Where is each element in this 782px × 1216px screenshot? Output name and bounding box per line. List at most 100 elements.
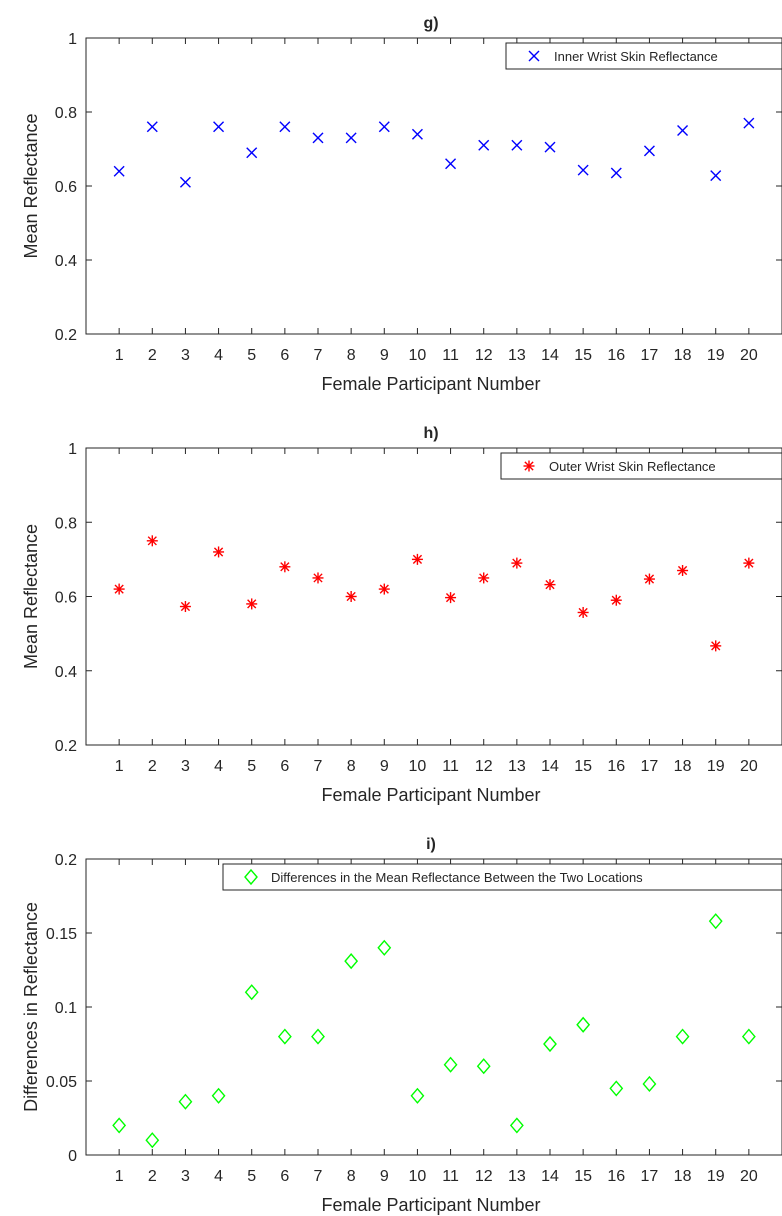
x-tick-label: 3 [181,758,190,775]
x-tick-label: 18 [674,1168,692,1185]
data-point [576,1016,591,1033]
chart-title: g) [423,15,438,32]
marker-stroke [478,139,490,151]
y-tick-label: 0.05 [46,1074,77,1091]
data-point [411,553,423,565]
legend-marker [528,50,540,62]
y-tick-label: 1 [68,441,77,458]
marker-stroke [609,1080,624,1097]
marker-stroke [512,558,522,568]
marker-stroke [644,574,655,584]
marker-stroke [411,128,423,140]
marker-stroke [578,607,588,618]
x-tick-label: 19 [707,1168,725,1185]
x-tick-label: 5 [247,1168,256,1185]
data-point [476,1058,491,1075]
marker-stroke [379,584,389,594]
x-tick-label: 18 [674,758,692,775]
marker-stroke [611,595,621,605]
data-point [312,572,324,584]
y-tick-label: 0.15 [46,926,77,943]
x-tick-label: 8 [347,758,356,775]
x-tick-label: 13 [508,758,526,775]
x-tick-label: 8 [347,347,356,364]
x-tick-label: 19 [707,758,725,775]
y-tick-label: 0.2 [55,738,77,755]
marker-stroke [147,536,157,546]
data-point [710,640,722,652]
data-point [544,141,556,153]
x-tick-label: 17 [641,758,659,775]
marker-stroke [346,591,356,602]
x-tick-label: 1 [115,758,124,775]
y-tick-label: 0.6 [55,179,77,196]
legend-box [500,452,782,480]
x-tick-label: 16 [607,1168,625,1185]
data-point [244,984,259,1001]
marker-stroke [378,121,390,133]
marker-stroke [479,573,489,583]
marker-stroke [377,939,392,956]
marker-stroke [711,641,721,651]
data-point [179,176,191,188]
y-tick-label: 0.4 [55,664,77,681]
marker-stroke [677,565,688,576]
x-tick-label: 12 [475,1168,493,1185]
x-tick-label: 4 [214,347,223,364]
marker-stroke [545,580,555,590]
x-tick-label: 1 [115,347,124,364]
data-point [478,139,490,151]
y-tick-label: 0 [68,1148,77,1165]
x-tick-label: 10 [409,758,427,775]
marker-stroke [643,145,655,157]
chart-panel-1: 1 2 3 4 5 6 7 8 9 10 11 12 13 14 15 16 17 18 19 200.20.40.6… [21,15,782,394]
x-tick-label: 3 [181,1168,190,1185]
chart-panel-2: 1 2 3 4 5 6 7 8 9 10 11 12 13 14 15 16 17 18 19 200.20.40.6… [21,425,782,805]
x-tick-label: 10 [409,347,427,364]
marker-stroke [610,167,622,179]
data-point [213,121,225,133]
x-tick-label: 14 [541,347,559,364]
marker-stroke [543,1035,557,1053]
marker-stroke [524,461,534,471]
marker-stroke [112,1117,127,1134]
x-tick-label: 18 [674,347,692,364]
x-tick-label: 8 [347,1168,356,1185]
data-point [378,121,390,133]
data-point [543,1035,557,1053]
x-tick-label: 13 [508,1168,526,1185]
marker-stroke [277,1028,292,1045]
data-point [478,572,490,584]
x-tick-label: 2 [148,347,157,364]
y-tick-label: 0.1 [55,1000,77,1017]
x-tick-label: 9 [380,758,389,775]
x-tick-label: 11 [442,758,459,775]
data-point [345,591,357,602]
x-tick-label: 6 [280,1168,289,1185]
marker-stroke [114,584,124,594]
legend-marker [244,868,258,886]
data-point [710,170,722,182]
x-tick-label: 5 [247,347,256,364]
marker-stroke [180,601,191,612]
data-point [675,1028,690,1045]
x-tick-label: 14 [541,758,559,775]
marker-stroke [445,158,457,170]
plot-area [85,447,782,746]
data-point [344,953,359,970]
marker-stroke [244,868,258,886]
x-tick-label: 9 [380,347,389,364]
data-point [708,913,723,930]
marker-stroke [113,165,125,177]
marker-stroke [544,141,556,153]
marker-stroke [246,147,258,159]
x-tick-label: 15 [574,758,592,775]
marker-stroke [280,562,290,572]
marker-stroke [677,125,689,136]
marker-stroke [744,558,754,568]
y-tick-label: 0.2 [55,852,77,869]
marker-stroke [528,50,540,62]
data-point [411,128,423,140]
marker-stroke [509,1117,524,1134]
data-point [178,1093,193,1110]
